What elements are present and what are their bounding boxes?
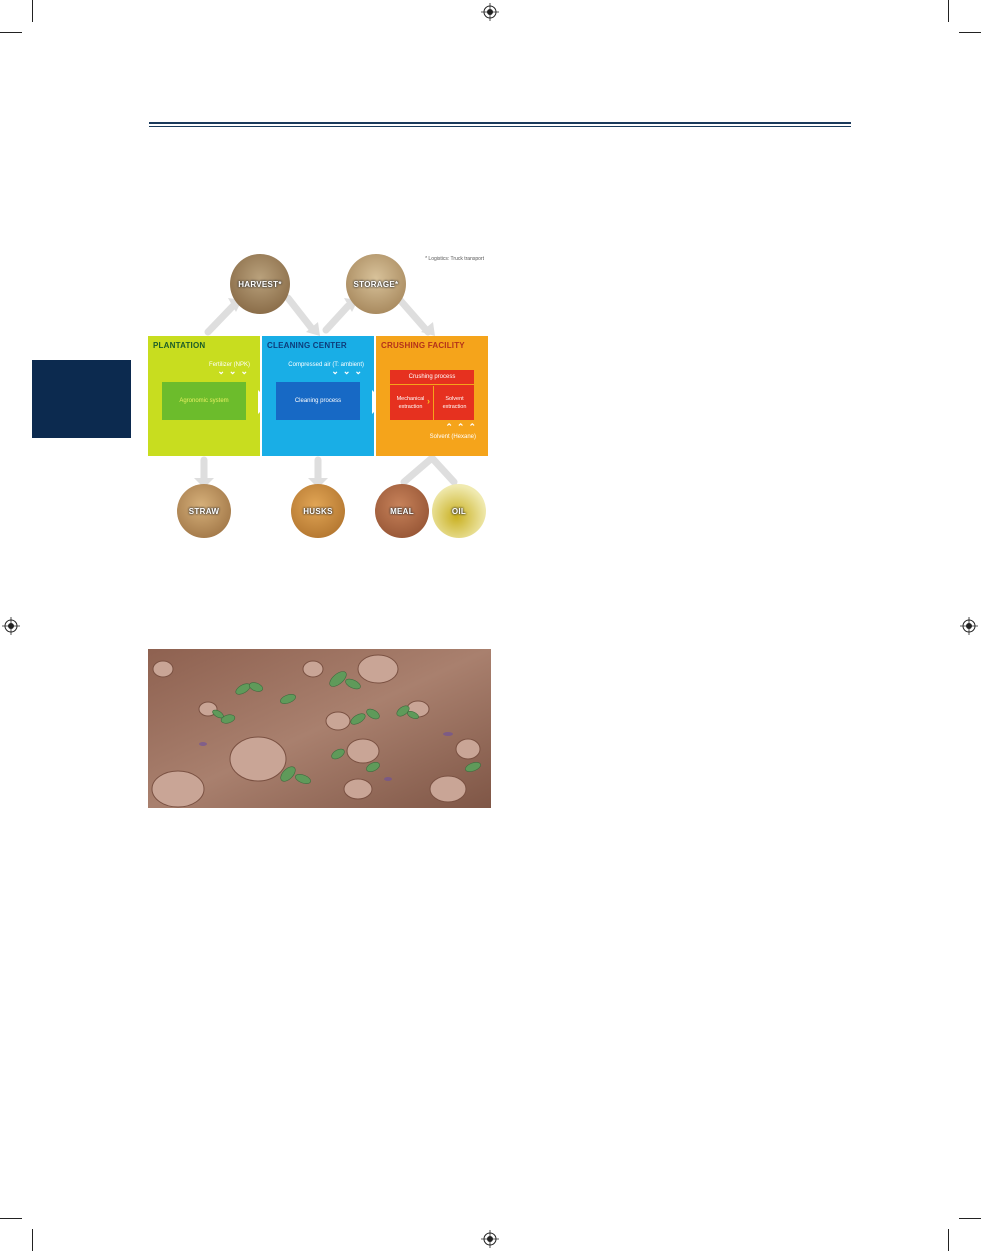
harvest-circle: HARVEST* xyxy=(230,254,290,314)
plantation-panel: PLANTATION Fertilizer (NPK) ⌄⌄⌄ Agronomi… xyxy=(148,336,260,456)
registration-mark-icon xyxy=(2,617,20,635)
meal-label: MEAL xyxy=(390,506,414,516)
cleaning-input-label: Compressed air (T: ambient) xyxy=(288,362,364,368)
seedlings-photo xyxy=(148,649,491,808)
crop-mark xyxy=(0,1218,22,1219)
cleaning-title: CLEANING CENTER xyxy=(267,341,347,350)
straw-circle: STRAW xyxy=(177,484,231,538)
process-flow-diagram: * Logistics: Truck transport HARVEST* ST… xyxy=(148,250,490,542)
registration-mark-icon xyxy=(481,1230,499,1248)
chevron-up-icon: ⌃⌃⌃ xyxy=(445,422,480,432)
crushing-title: CRUSHING FACILITY xyxy=(381,341,465,350)
crushing-process-box: Crushing process Mechanical extraction S… xyxy=(390,370,474,420)
oil-label: OIL xyxy=(451,506,467,516)
registration-mark-icon xyxy=(481,3,499,21)
mechanical-extraction-box: Mechanical extraction xyxy=(396,396,425,410)
connector-arrows xyxy=(194,294,458,488)
crop-mark xyxy=(948,0,949,22)
cleaning-center-panel: CLEANING CENTER Compressed air (T: ambie… xyxy=(262,336,374,456)
chevron-down-icon: ⌄⌄⌄ xyxy=(331,366,366,376)
crushing-facility-panel: CRUSHING FACILITY Crushing process Mecha… xyxy=(376,336,488,456)
cleaning-process-box: Cleaning process xyxy=(276,382,360,420)
logistics-note: * Logistics: Truck transport xyxy=(425,256,484,262)
plantation-input-label: Fertilizer (NPK) xyxy=(208,362,250,368)
plantation-title: PLANTATION xyxy=(153,341,206,350)
husks-circle: HUSKS xyxy=(291,484,345,538)
crop-mark xyxy=(32,1229,33,1251)
crop-mark xyxy=(0,32,22,33)
chevron-down-icon: ⌄⌄⌄ xyxy=(217,366,252,376)
husks-label: HUSKS xyxy=(303,506,333,516)
seedlings-image xyxy=(148,649,491,808)
crop-mark xyxy=(959,32,981,33)
agronomic-system-box: Agronomic system xyxy=(162,382,246,420)
storage-label: STORAGE* xyxy=(353,279,399,289)
header-rule-thin xyxy=(149,126,851,127)
harvest-label: HARVEST* xyxy=(238,279,282,289)
crop-mark xyxy=(948,1229,949,1251)
oil-circle: OIL xyxy=(432,484,486,538)
header-rule xyxy=(149,122,851,124)
straw-label: STRAW xyxy=(188,506,220,516)
crushing-input-label: Solvent (Hexane) xyxy=(429,434,476,440)
meal-circle: MEAL xyxy=(375,484,429,538)
chevron-right-icon: › xyxy=(427,396,430,406)
crop-mark xyxy=(959,1218,981,1219)
solvent-extraction-box: Solvent extraction xyxy=(433,386,475,420)
registration-mark-icon xyxy=(960,617,978,635)
crushing-process-label: Crushing process xyxy=(390,370,474,385)
chapter-side-tab xyxy=(32,360,131,438)
crop-mark xyxy=(32,0,33,22)
storage-circle: STORAGE* xyxy=(346,254,406,314)
